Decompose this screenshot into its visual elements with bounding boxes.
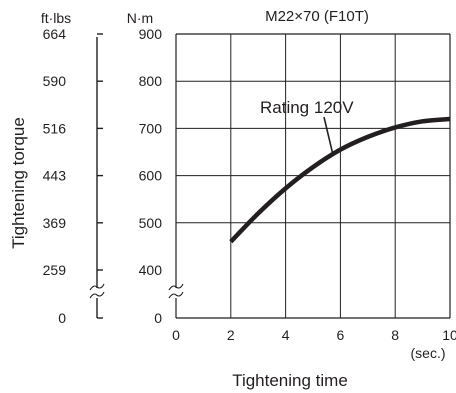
axes: [89, 33, 451, 319]
y-tick-label-ftlbs: 369: [43, 215, 67, 231]
x-tick-label: 4: [282, 327, 290, 343]
y-tick-label-ftlbs: 516: [43, 120, 67, 136]
x-tick-label: 10: [442, 327, 456, 343]
y-tick-label-nm: 0: [154, 310, 162, 326]
y-unit-ftlbs: ft·lbs: [41, 10, 71, 26]
y-tick-label-nm: 400: [139, 262, 163, 278]
y-tick-label-ftlbs: 590: [43, 73, 67, 89]
y-tick-label-nm: 700: [139, 120, 163, 136]
y-tick-label-nm: 500: [139, 215, 163, 231]
x-tick-label: 0: [172, 327, 180, 343]
x-axis-label: Tightening time: [232, 371, 348, 390]
x-tick-label: 6: [337, 327, 345, 343]
series-annotation: Rating 120V: [260, 98, 354, 117]
x-tick-label: 8: [391, 327, 399, 343]
y-unit-nm: N·m: [127, 10, 153, 26]
y-tick-label-ftlbs: 443: [43, 168, 67, 184]
y-tick-label-nm: 600: [139, 168, 163, 184]
chart-title: M22×70 (F10T): [265, 8, 369, 25]
y-tick-label-ftlbs: 259: [43, 262, 67, 278]
annotation-leader: [323, 116, 334, 156]
y-tick-label-ftlbs: 0: [58, 310, 66, 326]
tick-labels: 0 400 500 600 700 800 900 0 259 369 443 516 590 664 0 2…: [43, 26, 456, 343]
axis-break-mark-ftlbs: [89, 283, 105, 299]
axis-break-mark-nm: [168, 283, 184, 299]
x-unit: (sec.): [411, 345, 446, 361]
series-layer: [229, 116, 451, 244]
series-line-rating-120v: [229, 116, 451, 244]
y-axis-label: Tightening torque: [9, 117, 28, 249]
y-tick-label-nm: 800: [139, 73, 163, 89]
x-tick-label: 2: [227, 327, 235, 343]
grid: [176, 34, 450, 318]
y-tick-label-nm: 900: [139, 26, 163, 42]
y-tick-label-ftlbs: 664: [43, 26, 67, 42]
